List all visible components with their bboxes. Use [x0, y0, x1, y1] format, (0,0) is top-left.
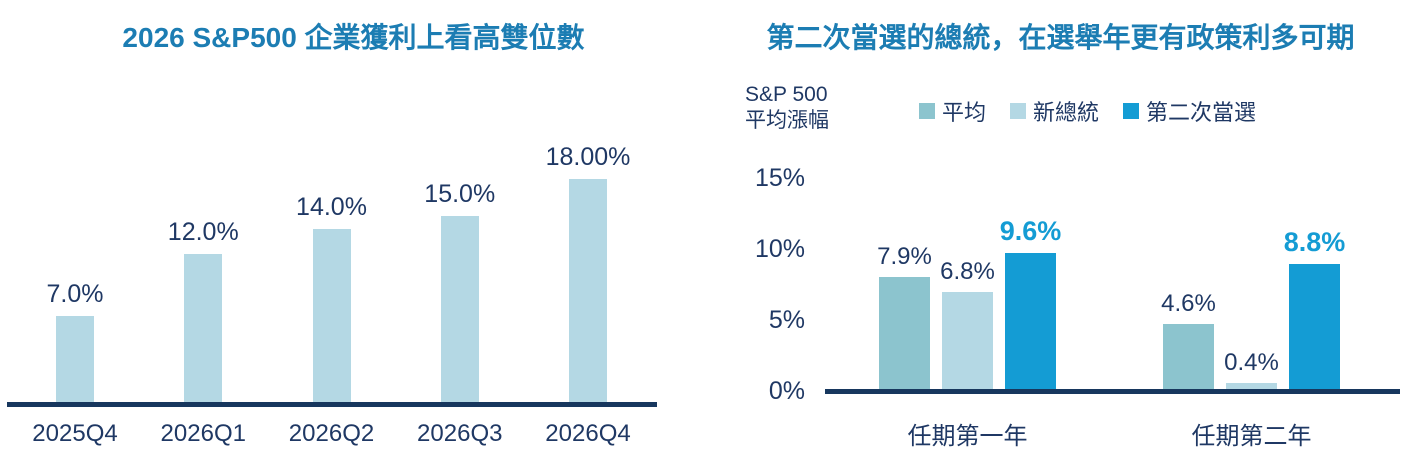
- bar-任期第一年-新總統: [942, 292, 993, 389]
- left-chart-title: 2026 S&P500 企業獲利上看高雙位數: [122, 22, 585, 53]
- bar-value-label-任期第一年-第二次當選: 9.6%: [999, 216, 1062, 246]
- bar-value-label-任期第二年-平均: 4.6%: [1161, 290, 1216, 317]
- bar-value-label: 12.0%: [167, 218, 239, 246]
- bar-任期第一年-第二次當選: [1005, 253, 1056, 389]
- x-tick-label-2025Q4: 2025Q4: [32, 420, 118, 447]
- bar-column-任期第二年-新總統: 0.4%: [1224, 189, 1279, 389]
- bar-2026Q4: [569, 179, 607, 403]
- bar-value-label: 18.00%: [545, 143, 631, 171]
- legend-swatch-新總統: [1010, 103, 1027, 119]
- bar-column-任期第二年-平均: 4.6%: [1161, 189, 1216, 389]
- legend-label-新總統: 新總統: [1033, 100, 1100, 125]
- y-tick-10%: 10%: [754, 235, 805, 263]
- legend-swatch-第二次當選: [1123, 103, 1140, 119]
- x-tick-label-2026Q4: 2026Q4: [545, 420, 631, 447]
- y-tick-5%: 5%: [768, 306, 805, 334]
- bar-value-label-任期第一年-新總統: 6.8%: [940, 258, 995, 285]
- bar-2026Q3: [440, 216, 479, 403]
- left-chart-panel: 2026 S&P500 企業獲利上看高雙位數 7.0% 12.0% 14.0% 15.…: [7, 22, 657, 448]
- left-bar-column-2025Q4: 7.0%: [25, 133, 125, 403]
- left-bar-column-2026Q4: 18.00%: [538, 133, 638, 403]
- bar-value-label-任期第一年-平均: 7.9%: [877, 243, 932, 270]
- bar-column-任期第一年-新總統: 6.8%: [940, 189, 995, 389]
- x-tick-label-2026Q2: 2026Q2: [288, 420, 375, 447]
- right-chart-x-axis-line: [825, 389, 1400, 394]
- bar-value-label: 15.0%: [424, 180, 496, 208]
- bar-group-任期第二年: 4.6% 0.4% 8.8%: [1161, 189, 1345, 389]
- left-chart-x-axis-labels: 2025Q4 2026Q1 2026Q2 2026Q3 2026Q4: [25, 420, 638, 448]
- y-axis-title: S&P 500 平均漲幅: [745, 82, 829, 135]
- bar-任期第一年-平均: [879, 277, 930, 389]
- y-tick-15%: 15%: [754, 164, 805, 192]
- x-group-label-任期第一年: 任期第一年: [907, 423, 1028, 450]
- x-tick-label-2026Q3: 2026Q3: [417, 420, 503, 447]
- bar-column-任期第一年-平均: 7.9%: [877, 189, 932, 389]
- y-tick-0%: 0%: [768, 377, 805, 405]
- bar-group-任期第一年: 7.9% 6.8% 9.6%: [877, 189, 1061, 389]
- left-bar-column-2026Q1: 12.0%: [153, 133, 253, 403]
- bar-value-label: 14.0%: [296, 193, 367, 221]
- bar-column-任期第一年-第二次當選: 9.6%: [1000, 189, 1061, 389]
- bar-任期第二年-新總統: [1226, 383, 1277, 389]
- bar-任期第二年-第二次當選: [1289, 264, 1340, 389]
- bar-value-label-任期第二年-第二次當選: 8.8%: [1283, 227, 1346, 257]
- legend-label-第二次當選: 第二次當選: [1146, 100, 1257, 125]
- x-group-label-任期第二年: 任期第二年: [1191, 423, 1312, 450]
- legend-item-平均: 平均: [919, 95, 986, 127]
- bar-value-label: 7.0%: [46, 280, 104, 308]
- y-axis-title-line2: 平均漲幅: [745, 109, 829, 133]
- legend-label-平均: 平均: [942, 100, 987, 125]
- y-axis-title-line1: S&P 500: [745, 83, 828, 106]
- x-tick-label-2026Q1: 2026Q1: [160, 420, 246, 447]
- legend-swatch-平均: [919, 103, 935, 119]
- left-bar-column-2026Q2: 14.0%: [282, 133, 382, 403]
- legend-item-第二次當選: 第二次當選: [1123, 95, 1256, 127]
- right-chart-panel: 第二次當選的總統，在選舉年更有政策利多可期 S&P 500 平均漲幅 平均 新總統…: [707, 0, 1414, 453]
- legend-item-新總統: 新總統: [1010, 95, 1099, 127]
- bar-任期第二年-平均: [1163, 324, 1214, 389]
- left-bar-column-2026Q3: 15.0%: [410, 133, 510, 403]
- bar-2026Q2: [312, 229, 351, 403]
- bar-column-任期第二年-第二次當選: 8.8%: [1284, 189, 1345, 389]
- bar-2025Q4: [56, 316, 94, 403]
- left-chart-x-axis-line: [7, 402, 657, 407]
- legend: 平均 新總統 第二次當選: [919, 95, 1256, 127]
- left-chart-plot: 7.0% 12.0% 14.0% 15.0% 18.00%: [25, 133, 638, 403]
- right-chart-title: 第二次當選的總統，在選舉年更有政策利多可期: [766, 22, 1355, 53]
- bar-value-label-任期第二年-新總統: 0.4%: [1224, 349, 1279, 376]
- bar-2026Q1: [184, 254, 223, 403]
